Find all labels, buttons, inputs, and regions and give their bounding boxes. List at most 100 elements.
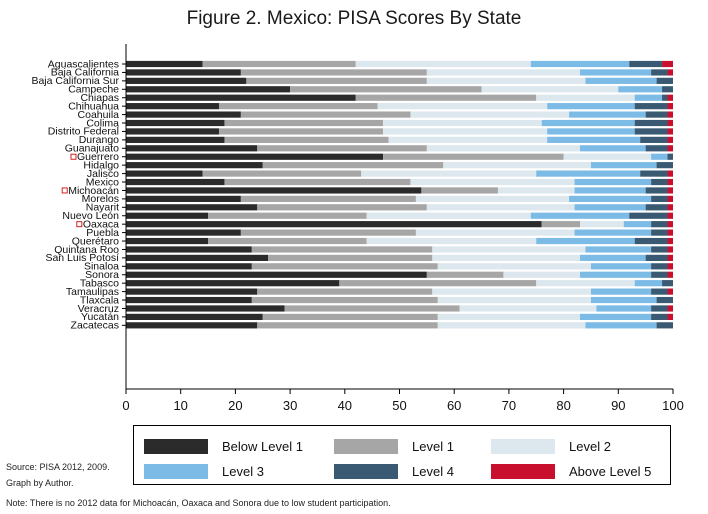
- bar-sinaloa-level-4: [651, 263, 668, 270]
- bar-nuevo-leon-level-4: [629, 212, 668, 219]
- bar-morelos-level-4: [651, 195, 668, 202]
- bar-tlaxcala-level-2: [437, 296, 591, 304]
- bar-nayarit-below-level-1: [126, 204, 258, 211]
- bar-coahuila-level-1: [240, 111, 411, 118]
- data-availability-note: Note: There is no 2012 data for Michoacá…: [6, 498, 391, 508]
- bar-aguascalientes-level-3: [530, 60, 630, 68]
- legend-swatch-level-3: [144, 464, 208, 479]
- x-tick-label-100: 100: [662, 398, 684, 413]
- bar-zacatecas-level-1: [257, 322, 438, 329]
- bar-quintana-roo-level-3: [585, 246, 652, 253]
- legend-swatch-level-2: [491, 439, 555, 454]
- bar-chiapas-level-2: [536, 94, 635, 101]
- bar-tlaxcala-level-1: [251, 296, 438, 304]
- category-label-sinaloa: Sinaloa: [84, 261, 119, 273]
- bar-puebla-level-1: [240, 229, 416, 236]
- bar-mexico-above-level-5: [667, 178, 673, 186]
- bar-distrito-federal-level-3: [547, 128, 635, 135]
- x-tick-label-70: 70: [502, 398, 516, 413]
- bar-veracruz-level-4: [651, 305, 668, 312]
- bar-quintana-roo-above-level-5: [667, 246, 673, 253]
- bar-campeche-level-4: [662, 86, 673, 93]
- bar-zacatecas-level-4: [656, 322, 673, 329]
- bar-jalisco-level-3: [536, 170, 641, 177]
- bar-tamaulipas-level-3: [590, 288, 652, 295]
- bar-distrito-federal-level-1: [218, 128, 384, 135]
- bar-zacatecas-level-2: [437, 322, 586, 329]
- bar-tlaxcala-level-4: [656, 296, 673, 304]
- bar-sinaloa-level-2: [437, 263, 591, 270]
- bar-mexico-below-level-1: [126, 178, 225, 186]
- bar-durango-level-4: [640, 136, 668, 143]
- bar-baja-california-level-4: [651, 69, 668, 76]
- bar-guerrero-below-level-1: [126, 153, 384, 160]
- bar-durango-above-level-5: [667, 136, 673, 143]
- bar-morelos-above-level-5: [667, 195, 673, 202]
- bar-michoacan-level-2: [497, 187, 575, 194]
- bar-durango-level-1: [224, 136, 389, 143]
- bar-chiapas-level-1: [355, 94, 537, 101]
- bar-san-luis-potosi-level-4: [645, 254, 668, 261]
- category-label-guerrero: Guerrero: [77, 151, 119, 163]
- bar-sinaloa-level-1: [251, 263, 438, 270]
- x-tick-label-20: 20: [228, 398, 242, 413]
- bar-nayarit-level-2: [426, 204, 575, 211]
- x-tick-label-80: 80: [556, 398, 570, 413]
- bar-jalisco-level-2: [361, 170, 537, 177]
- bar-coahuila-level-2: [410, 111, 570, 118]
- x-tick-label-60: 60: [447, 398, 461, 413]
- bar-mexico-level-3: [574, 178, 652, 186]
- bar-hidalgo-level-2: [443, 162, 591, 169]
- bar-yucatan-above-level-5: [667, 313, 673, 320]
- x-axis: 0 10 20 30 40 50 60 70 80 90 100: [122, 44, 684, 413]
- bar-aguascalientes-below-level-1: [126, 60, 203, 68]
- bar-colima-above-level-5: [667, 119, 673, 127]
- bar-baja-california-sur-level-1: [246, 77, 427, 84]
- bar-aguascalientes-level-4: [629, 60, 663, 68]
- bar-distrito-federal-level-4: [634, 128, 668, 135]
- author-note: Graph by Author.: [6, 478, 74, 488]
- legend-swatch-level-1: [334, 439, 398, 454]
- bar-aguascalientes-above-level-5: [662, 60, 673, 68]
- category-label-san-luis-potosi: San Luis Potosí: [45, 252, 119, 264]
- category-label-colima: Colima: [86, 117, 119, 129]
- category-label-mexico: Mexico: [86, 176, 119, 188]
- bar-sonora-level-2: [503, 271, 581, 278]
- category-label-oaxaca: Oaxaca: [83, 218, 119, 230]
- bar-morelos-level-2: [415, 195, 570, 202]
- bar-colima-level-1: [224, 119, 384, 127]
- bar-zacatecas-below-level-1: [126, 322, 258, 329]
- bar-veracruz-above-level-5: [667, 305, 673, 312]
- bar-sonora-level-4: [651, 271, 668, 278]
- category-label-chiapas: Chiapas: [80, 92, 119, 104]
- bar-sinaloa-level-3: [590, 263, 652, 270]
- bar-oaxaca-level-2: [580, 221, 624, 228]
- bar-puebla-level-2: [415, 229, 575, 236]
- bar-queretaro-level-2: [366, 237, 537, 245]
- bar-coahuila-level-3: [569, 111, 646, 118]
- bar-guerrero-level-3: [651, 153, 668, 160]
- x-tick-label-40: 40: [338, 398, 352, 413]
- bar-nuevo-leon-above-level-5: [667, 212, 673, 219]
- bar-guerrero-level-4: [667, 153, 673, 160]
- bar-tamaulipas-above-level-5: [667, 288, 673, 295]
- bar-aguascalientes-level-2: [355, 60, 531, 68]
- bar-sonora-above-level-5: [667, 271, 673, 278]
- bar-veracruz-below-level-1: [126, 305, 285, 312]
- bar-chihuahua-below-level-1: [126, 103, 219, 110]
- category-label-chihuahua: Chihuahua: [68, 100, 119, 112]
- bar-chiapas-level-3: [634, 94, 663, 101]
- bar-hidalgo-level-1: [262, 162, 444, 169]
- bar-tabasco-below-level-1: [126, 280, 340, 287]
- bar-baja-california-sur-level-4: [656, 77, 673, 84]
- bar-mexico-level-4: [651, 178, 668, 186]
- bar-guanajuato-above-level-5: [667, 145, 673, 152]
- bar-chihuahua-level-3: [547, 103, 635, 110]
- bar-mexico-level-1: [224, 178, 411, 186]
- bar-san-luis-potosi-above-level-5: [667, 254, 673, 261]
- category-label-aguascalientes: Aguascalientes: [48, 58, 119, 70]
- bar-oaxaca-level-1: [541, 221, 581, 228]
- bar-durango-level-3: [547, 136, 641, 143]
- bar-coahuila-above-level-5: [667, 111, 673, 118]
- bar-morelos-below-level-1: [126, 195, 241, 202]
